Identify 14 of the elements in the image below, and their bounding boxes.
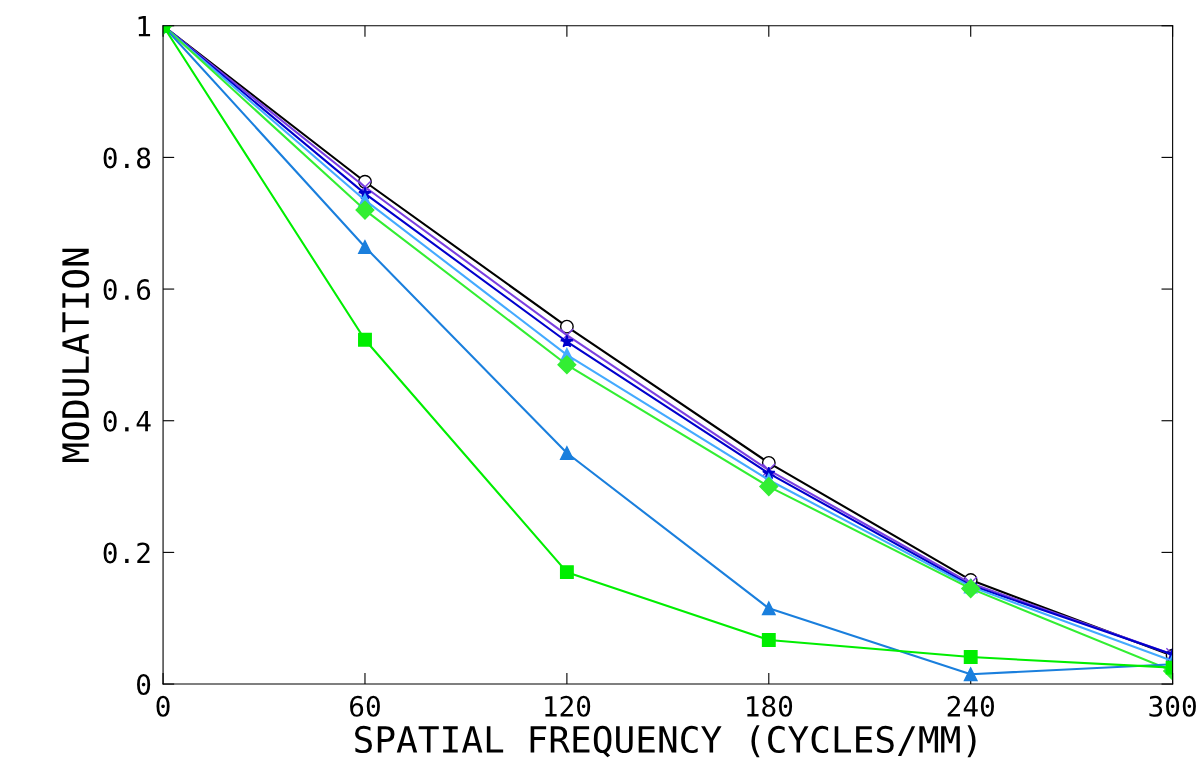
x-axis-title: SPATIAL FREQUENCY (CYCLES/MM) [355,725,976,758]
x-tick-label: 300 [1149,695,1196,717]
y-tick-label: 0.6 [103,279,151,301]
x-tick-label: 60 [350,695,380,717]
y-axis-title: MODULATION [61,248,90,463]
x-tick-label: 180 [747,695,793,717]
y-tick-label: 0.4 [103,410,151,432]
x-tick-label: 240 [947,695,994,717]
x-tick-label: 0 [156,695,170,717]
x-tick-label: 120 [545,695,591,717]
y-tick-label: 0.2 [103,542,150,564]
y-tick-label: 0.8 [103,147,151,169]
y-tick-label: 1 [138,16,151,37]
y-tick-label: 0 [137,674,151,696]
